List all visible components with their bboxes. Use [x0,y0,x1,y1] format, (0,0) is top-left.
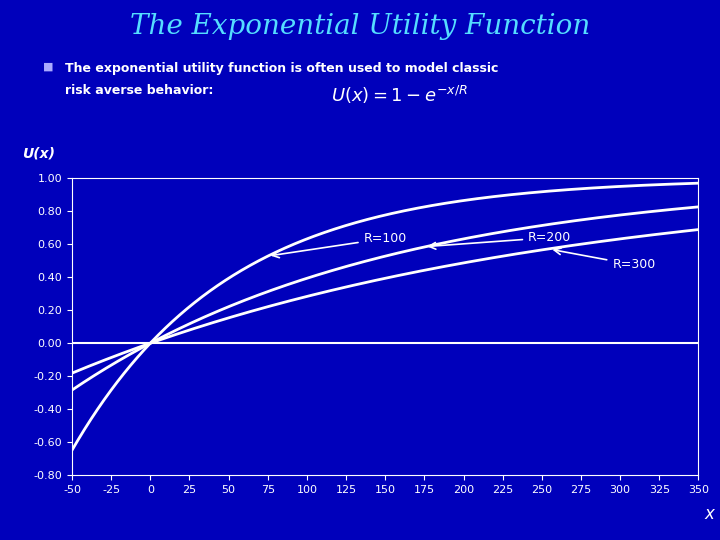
Text: risk averse behavior:: risk averse behavior: [65,84,213,97]
Text: The Exponential Utility Function: The Exponential Utility Function [130,14,590,40]
Text: $\mathit{U}(x) = 1 - e^{-x/R}$: $\mathit{U}(x) = 1 - e^{-x/R}$ [331,84,468,106]
Text: R=200: R=200 [429,231,571,249]
Text: R=100: R=100 [272,232,407,258]
Text: U(x): U(x) [22,146,55,160]
Text: x: x [705,505,714,523]
Text: R=300: R=300 [554,248,655,271]
Text: ■: ■ [43,62,54,72]
Text: The exponential utility function is often used to model classic: The exponential utility function is ofte… [65,62,498,75]
